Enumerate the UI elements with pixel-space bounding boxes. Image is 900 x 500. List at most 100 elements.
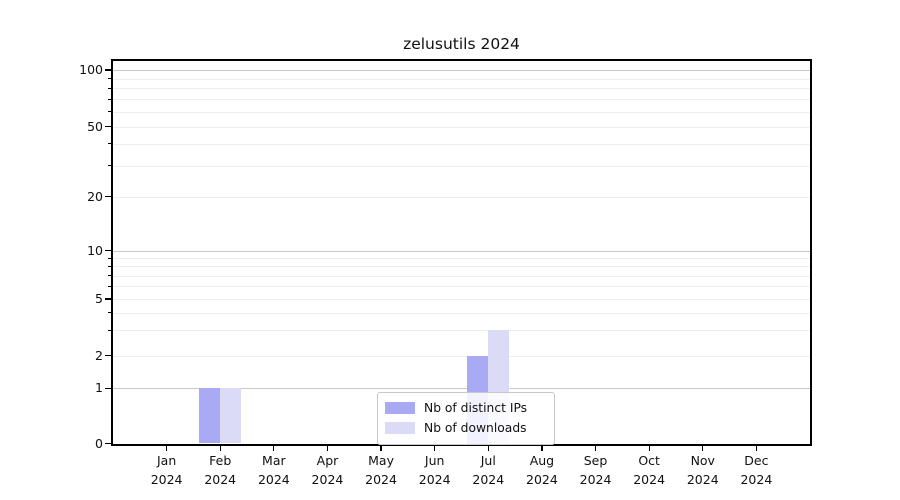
y-axis-minor-tick: [107, 165, 111, 167]
y-axis-label: 0: [95, 435, 103, 451]
legend-item: Nb of distinct IPs: [385, 398, 546, 418]
x-axis-label-month: May: [368, 453, 394, 468]
x-axis-tick: [434, 445, 436, 451]
y-axis-label: 10: [87, 242, 103, 258]
y-axis-tick: [105, 354, 111, 357]
x-axis-label: Mar 2024: [242, 452, 306, 489]
x-axis-tick: [648, 445, 650, 451]
x-axis-label-month: Oct: [638, 453, 660, 468]
x-axis-label-month: Jun: [424, 453, 445, 468]
minor-gridline: [113, 126, 810, 128]
major-gridline: [113, 250, 810, 252]
x-axis-label-year: 2024: [526, 471, 558, 487]
x-axis-label-year: 2024: [257, 471, 290, 487]
legend-item: Nb of downloads: [385, 418, 546, 438]
x-axis-label-year: 2024: [686, 471, 719, 487]
y-axis-minor-tick: [107, 285, 111, 287]
x-axis-label-month: Apr: [316, 453, 339, 468]
x-axis-label: May 2024: [349, 452, 413, 489]
x-axis-label-month: Nov: [690, 453, 715, 468]
x-axis-tick: [487, 445, 489, 451]
minor-gridline: [113, 286, 810, 288]
y-axis-minor-tick: [107, 265, 111, 267]
y-axis-label: 50: [87, 118, 103, 134]
legend-label: Nb of distinct IPs: [424, 401, 528, 415]
x-axis-tick: [326, 445, 329, 451]
y-axis-minor-tick: [107, 98, 111, 100]
x-axis-label-month: Aug: [529, 453, 555, 468]
y-axis-tick: [105, 250, 111, 252]
x-axis-label: Apr 2024: [295, 452, 359, 489]
minor-gridline: [113, 111, 810, 113]
minor-gridline: [113, 143, 810, 145]
x-axis-tick: [702, 445, 704, 451]
x-axis-label-year: 2024: [740, 471, 773, 487]
x-axis-label: Jun 2024: [403, 452, 467, 489]
x-axis-label-month: Feb: [209, 453, 232, 468]
x-axis-tick: [594, 445, 597, 451]
major-gridline: [113, 388, 810, 390]
legend-swatch-downloads: [385, 421, 415, 435]
legend-label: Nb of downloads: [424, 421, 527, 435]
y-axis-minor-tick: [107, 257, 111, 259]
x-axis-label: Dec 2024: [724, 452, 788, 489]
x-axis-tick: [165, 445, 168, 451]
legend-swatch-distinct-ips: [385, 401, 415, 415]
y-axis-tick: [105, 126, 111, 128]
y-axis-minor-tick: [107, 143, 111, 145]
y-axis-minor-tick: [107, 329, 111, 331]
x-axis-label: Sep 2024: [564, 452, 628, 489]
y-axis-minor-tick: [107, 312, 111, 314]
x-axis-label-year: 2024: [204, 471, 237, 487]
x-axis-tick: [273, 445, 275, 451]
y-axis-tick: [105, 387, 111, 389]
x-axis-label: Jan 2024: [135, 452, 199, 489]
x-axis-label: Oct 2024: [617, 452, 681, 489]
x-axis-label-year: 2024: [311, 471, 344, 487]
y-axis-tick: [105, 69, 111, 71]
x-axis-label-month: Dec: [744, 453, 769, 468]
y-axis-minor-tick: [107, 111, 111, 113]
x-axis-label: Feb 2024: [188, 452, 252, 489]
x-axis-label-year: 2024: [633, 471, 666, 487]
bar-downloads: [220, 388, 242, 444]
x-axis-label-year: 2024: [150, 471, 183, 487]
x-axis-label: Aug 2024: [510, 452, 574, 489]
x-axis-label-month: Mar: [262, 453, 286, 468]
y-axis-minor-tick: [107, 87, 111, 89]
minor-gridline: [113, 330, 810, 332]
minor-gridline: [113, 88, 810, 90]
major-gridline: [113, 70, 810, 71]
minor-gridline: [113, 258, 810, 260]
plot-area: Jan 2024 Feb 2024 Mar 2024 Apr 2024 May 2024 Jun 20…: [79, 59, 812, 487]
y-axis-minor-tick: [107, 275, 111, 277]
y-axis-label: 20: [87, 188, 103, 204]
y-axis-label: 5: [95, 291, 103, 306]
x-axis-tick: [380, 445, 382, 451]
x-axis-tick: [541, 445, 543, 451]
y-axis-label: 2: [95, 347, 103, 363]
x-axis-label-year: 2024: [418, 471, 451, 487]
y-axis-tick: [105, 442, 111, 445]
minor-gridline: [113, 275, 810, 277]
minor-gridline: [113, 196, 810, 198]
x-axis-tick: [219, 445, 221, 451]
minor-gridline: [113, 355, 810, 357]
chart-title: zelusutils 2024: [403, 35, 520, 53]
x-axis-label: Nov 2024: [671, 452, 735, 489]
minor-gridline: [113, 312, 810, 314]
x-axis-label-month: Jul: [480, 453, 496, 468]
minor-gridline: [113, 299, 810, 300]
x-axis-label: Jul 2024: [456, 452, 520, 489]
x-axis-label-year: 2024: [365, 471, 397, 487]
bar-distinct-ips: [199, 388, 221, 444]
x-axis-label-year: 2024: [472, 471, 505, 487]
minor-gridline: [113, 165, 810, 167]
y-axis-label: 1: [95, 380, 103, 396]
minor-gridline: [113, 78, 810, 80]
y-axis-tick: [105, 298, 111, 300]
x-axis-label-year: 2024: [579, 471, 612, 487]
x-axis-label-month: Jan: [156, 453, 177, 468]
y-axis-tick: [105, 196, 111, 198]
